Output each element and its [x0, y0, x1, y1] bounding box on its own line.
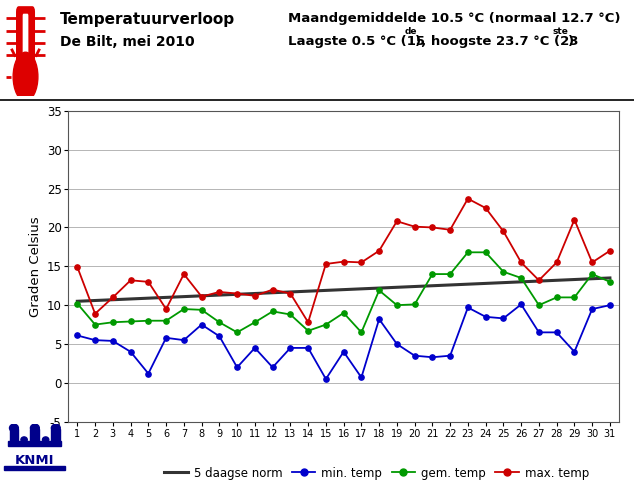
FancyBboxPatch shape	[23, 13, 29, 59]
Bar	[4, 466, 65, 469]
Circle shape	[42, 437, 49, 442]
Circle shape	[21, 437, 27, 442]
Text: De Bilt, mei 2010: De Bilt, mei 2010	[60, 35, 195, 49]
Text: ): )	[568, 35, 574, 48]
Text: ), hoogste 23.7 °C (23: ), hoogste 23.7 °C (23	[415, 35, 579, 48]
Bar	[8, 442, 61, 446]
Circle shape	[51, 424, 60, 432]
Bar	[30, 429, 39, 442]
Circle shape	[30, 424, 39, 432]
Text: de: de	[404, 27, 417, 36]
Text: Temperatuurverloop: Temperatuurverloop	[60, 12, 235, 27]
Bar	[10, 429, 18, 442]
Y-axis label: Graden Celsius: Graden Celsius	[30, 216, 42, 317]
Text: Maandgemiddelde 10.5 °C (normaal 12.7 °C): Maandgemiddelde 10.5 °C (normaal 12.7 °C…	[288, 12, 621, 25]
Circle shape	[13, 52, 38, 101]
Text: ste: ste	[553, 27, 569, 36]
Text: KNMI: KNMI	[15, 454, 55, 467]
FancyBboxPatch shape	[16, 6, 35, 74]
Bar	[51, 429, 60, 442]
Text: Laagste 0.5 °C (15: Laagste 0.5 °C (15	[288, 35, 425, 48]
Legend: 5 daagse norm, min. temp, gem. temp, max. temp: 5 daagse norm, min. temp, gem. temp, max…	[160, 462, 594, 482]
Circle shape	[10, 424, 18, 432]
